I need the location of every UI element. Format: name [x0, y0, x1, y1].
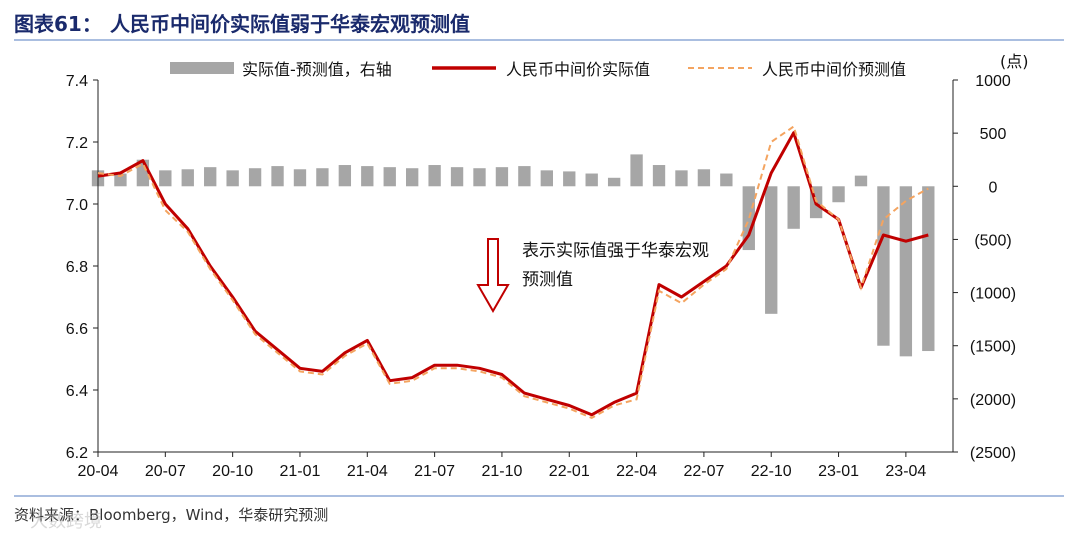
diff-bar [518, 166, 531, 187]
x-tick-label: 22-01 [549, 463, 590, 480]
figure-number: 图表61： [14, 12, 102, 36]
forecast-line [97, 124, 929, 420]
right-axis-unit: (点) [1000, 52, 1029, 71]
right-tick-label: 0 [989, 179, 998, 196]
diff-bar [630, 154, 643, 187]
down-arrow-icon [476, 238, 510, 314]
x-tick-label: 22-07 [683, 463, 724, 480]
diff-bar [922, 186, 935, 352]
diff-bar [473, 168, 486, 187]
diff-bar [383, 167, 396, 187]
actual-line [97, 131, 929, 417]
legend-label-diff: 实际值-预测值，右轴 [242, 60, 392, 79]
diff-bar [765, 186, 778, 314]
diff-bar [585, 173, 598, 187]
source-note: 资料来源：Bloomberg，Wind，华泰研究预测 [14, 506, 328, 524]
right-tick-label: 1000 [975, 73, 1011, 90]
right-tick-label: (1500) [970, 339, 1016, 356]
left-tick-label: 6.8 [66, 259, 88, 276]
diff-bar [316, 168, 329, 187]
diff-bar [495, 167, 509, 187]
diff-bar [159, 170, 172, 187]
right-tick-label: (2000) [970, 392, 1016, 409]
x-tick-label: 21-01 [280, 463, 321, 480]
annotation-line1: 表示实际值强于华泰宏观 [522, 241, 709, 261]
diff-bar [181, 169, 194, 187]
diff-bar [563, 171, 576, 187]
diff-bar [832, 186, 845, 203]
figure-title: 人民币中间价实际值弱于华泰宏观预测值 [110, 12, 470, 36]
x-tick-label: 22-10 [751, 463, 792, 480]
diff-bar [226, 170, 239, 187]
x-tick-label: 22-04 [616, 463, 657, 480]
x-tick-label: 20-10 [212, 463, 253, 480]
diff-bar [428, 165, 441, 187]
diff-bar [361, 166, 374, 187]
legend-swatch-diff [170, 62, 234, 74]
diff-bar [271, 166, 284, 187]
right-tick-label: (1000) [970, 286, 1016, 303]
legend: 实际值-预测值，右轴 人民币中间价实际值 人民币中间价预测值 [170, 60, 906, 79]
x-tick-label: 20-07 [145, 463, 186, 480]
left-tick-label: 6.6 [66, 321, 88, 338]
axes [93, 79, 958, 457]
diff-bar [675, 170, 688, 187]
x-tick-label: 21-04 [347, 463, 388, 480]
diff-bar [854, 175, 868, 187]
right-tick-label: (2500) [970, 445, 1016, 462]
diff-bar [338, 165, 352, 187]
x-tick-label: 23-04 [885, 463, 926, 480]
diff-bar [652, 165, 666, 187]
diff-bar [787, 186, 800, 229]
legend-label-actual: 人民币中间价实际值 [506, 60, 650, 79]
diff-bar [406, 168, 419, 187]
diff-bar [540, 170, 553, 187]
x-tick-label: 20-04 [78, 463, 119, 480]
diff-bar [720, 173, 733, 187]
right-tick-label: (500) [974, 232, 1011, 249]
diff-bar [293, 169, 307, 187]
x-tick-label: 23-01 [818, 463, 859, 480]
legend-label-forecast: 人民币中间价预测值 [762, 60, 906, 79]
left-tick-label: 6.4 [66, 383, 88, 400]
left-tick-label: 6.2 [66, 445, 88, 462]
diff-bar [742, 186, 755, 251]
diff-bar [248, 168, 262, 187]
diff-bar [877, 186, 890, 346]
right-tick-label: 500 [980, 126, 1007, 143]
tick-labels: 7.4 7.2 7.0 6.8 6.6 6.4 6.2 1000 500 0 (500) (1000)… [66, 73, 1016, 480]
annotation: 表示实际值强于华泰宏观 预测值 [476, 238, 709, 314]
diff-bar [450, 167, 464, 187]
x-tick-label: 21-10 [481, 463, 522, 480]
diff-bar [204, 167, 217, 187]
series-lines [97, 124, 929, 420]
diff-bar [607, 177, 621, 187]
x-tick-label: 21-07 [414, 463, 455, 480]
annotation-line2: 预测值 [522, 270, 573, 290]
diff-bar [899, 186, 913, 357]
left-tick-label: 7.4 [66, 73, 88, 90]
watermark: 大数跨境 [30, 511, 102, 532]
diff-bar [697, 169, 711, 187]
diff-bars [91, 154, 935, 357]
left-tick-label: 7.2 [66, 135, 88, 152]
left-tick-label: 7.0 [66, 197, 88, 214]
diff-bar [114, 173, 127, 187]
